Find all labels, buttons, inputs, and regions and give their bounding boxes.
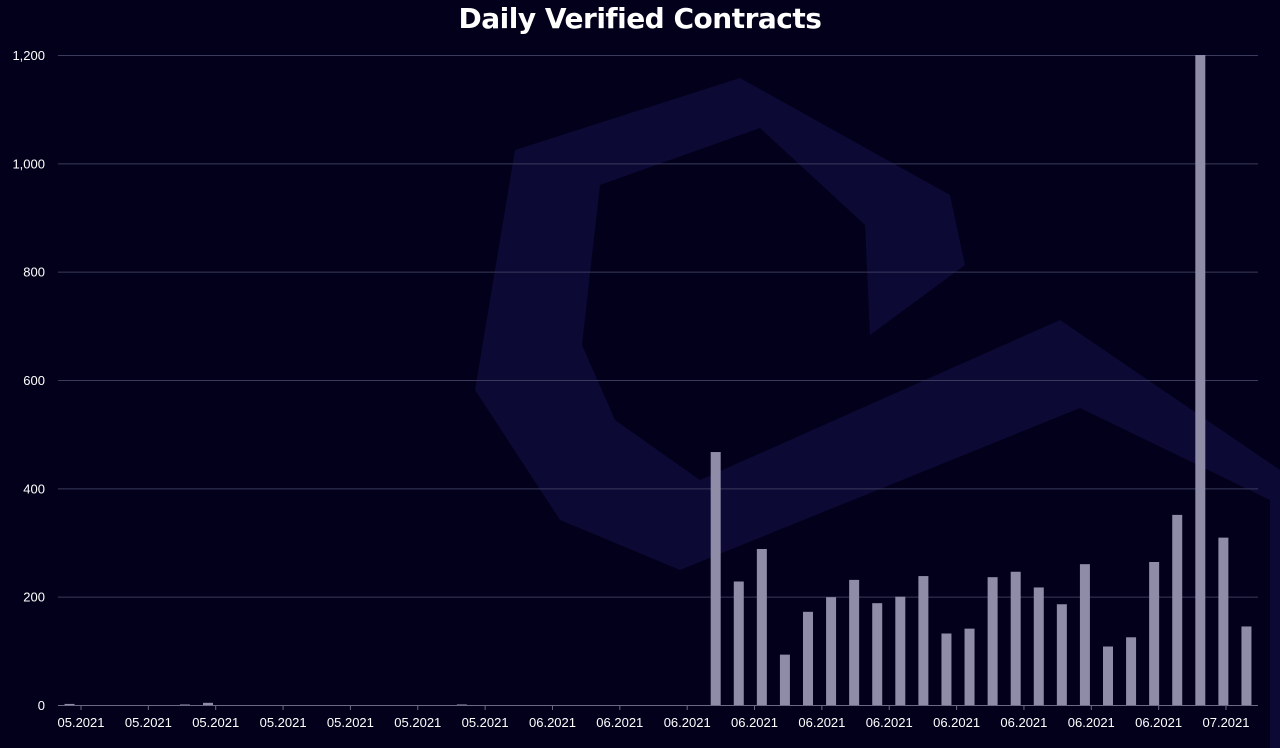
- bar: [456, 704, 467, 706]
- bar: [1103, 646, 1113, 705]
- bar: [756, 549, 767, 705]
- bar: [964, 628, 975, 706]
- bar: [64, 703, 75, 705]
- x-tick-label: 06.2021: [933, 715, 980, 730]
- x-tick-label: 05.2021: [260, 715, 307, 730]
- bar: [1195, 55, 1206, 705]
- x-tick-label: 06.2021: [1000, 715, 1047, 730]
- gridlines: [58, 55, 1258, 598]
- y-tick-label: 800: [23, 265, 45, 280]
- bar: [872, 603, 883, 705]
- y-tick-label: 400: [23, 481, 45, 496]
- bar: [1172, 514, 1183, 706]
- bar: [203, 702, 213, 705]
- bar: [803, 611, 813, 705]
- y-tick-label: 1,200: [12, 48, 45, 63]
- background-logo-watermark: [475, 78, 1280, 748]
- bar: [941, 633, 952, 705]
- x-tick-label: 05.2021: [192, 715, 239, 730]
- y-tick-label: 1,000: [12, 156, 45, 171]
- bar: [987, 577, 998, 705]
- x-tick-label: 06.2021: [1135, 715, 1182, 730]
- bar: [849, 579, 860, 706]
- y-tick-label: 0: [38, 698, 45, 713]
- bar: [918, 576, 929, 705]
- x-tick-label: 05.2021: [125, 715, 172, 730]
- x-tick-label: 05.2021: [327, 715, 374, 730]
- x-tick-label: 06.2021: [731, 715, 778, 730]
- bar: [1126, 637, 1137, 705]
- bar: [826, 597, 837, 705]
- x-tick-label: 06.2021: [596, 715, 643, 730]
- x-tick-label: 06.2021: [798, 715, 845, 730]
- x-tick-label: 06.2021: [664, 715, 711, 730]
- y-axis-ticks: 0 200 400 600 800 1,000 1,200: [12, 48, 45, 713]
- bar: [1033, 587, 1044, 705]
- x-tick-label: 05.2021: [58, 715, 105, 730]
- bar: [1218, 537, 1229, 706]
- bar: [895, 596, 906, 705]
- x-tick-label: 06.2021: [866, 715, 913, 730]
- bar: [1056, 604, 1067, 705]
- y-tick-label: 200: [23, 590, 45, 605]
- bars: [64, 55, 1252, 706]
- x-tick-label: 06.2021: [1068, 715, 1115, 730]
- x-tick-label: 05.2021: [394, 715, 441, 730]
- bar: [733, 581, 744, 705]
- chart-title: Daily Verified Contracts: [458, 2, 822, 35]
- y-tick-label: 600: [23, 373, 45, 388]
- x-tick-label: 05.2021: [462, 715, 509, 730]
- bar: [1149, 562, 1160, 705]
- bar: [1079, 564, 1090, 705]
- bar: [1010, 571, 1021, 705]
- bar: [779, 654, 790, 706]
- bar: [710, 452, 721, 705]
- x-axis-ticks: 05.2021 05.2021 05.2021 05.2021 05.2021 05.20…: [58, 705, 1250, 730]
- bar: [1241, 626, 1252, 705]
- x-tick-label: 07.2021: [1203, 715, 1250, 730]
- bar: [179, 704, 190, 706]
- x-tick-label: 06.2021: [529, 715, 576, 730]
